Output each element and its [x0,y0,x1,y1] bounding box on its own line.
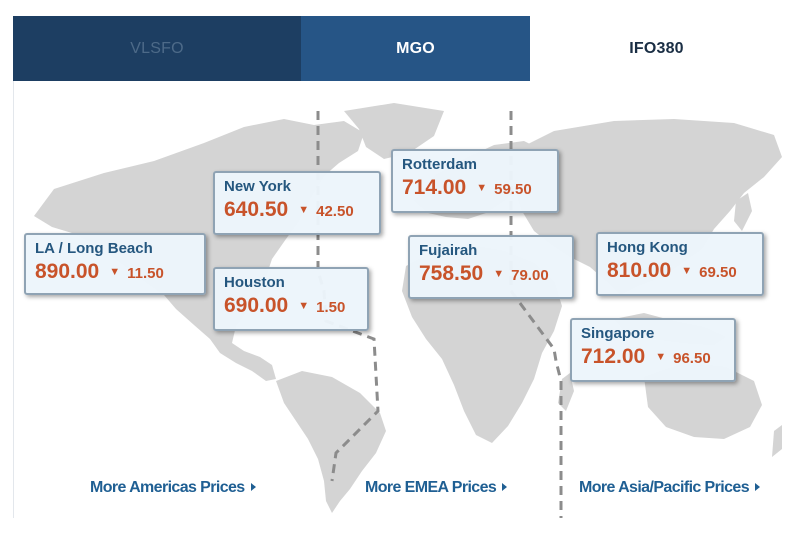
tab-mgo[interactable]: MGO [301,16,530,81]
port-name: Hong Kong [607,239,688,256]
price-card-la-long-beach[interactable]: LA / Long Beach 890.00 ▼ 11.50 [24,233,206,295]
price-card-rotterdam[interactable]: Rotterdam 714.00 ▼ 59.50 [391,149,559,213]
port-name: Fujairah [419,242,478,259]
port-name: LA / Long Beach [35,240,153,257]
more-americas-prices-link[interactable]: More Americas Prices [90,479,256,497]
price-change: 42.50 [316,203,354,220]
down-triangle-icon: ▼ [655,351,667,363]
price-change: 59.50 [494,181,532,198]
down-triangle-icon: ▼ [298,204,310,216]
price-change: 96.50 [673,350,711,367]
more-asia-pacific-prices-link[interactable]: More Asia/Pacific Prices [579,479,760,497]
port-price: 890.00 [35,260,100,283]
port-price: 640.50 [224,198,289,221]
tab-vlsfo[interactable]: VLSFO [13,16,301,81]
right-triangle-icon [502,483,508,491]
region-divider-lines [316,111,563,518]
port-name: Singapore [581,325,655,342]
link-label: More Asia/Pacific Prices [579,479,750,496]
link-label: More EMEA Prices [365,479,497,496]
link-label: More Americas Prices [90,479,245,496]
price-change: 1.50 [316,299,346,316]
port-price: 712.00 [581,345,646,368]
down-triangle-icon: ▼ [681,265,693,277]
down-triangle-icon: ▼ [109,266,121,278]
price-change: 11.50 [127,265,164,282]
more-emea-prices-link[interactable]: More EMEA Prices [365,479,508,497]
right-triangle-icon [755,483,760,491]
tab-ifo380[interactable]: IFO380 [530,16,783,81]
down-triangle-icon: ▼ [476,182,488,194]
price-card-hong-kong[interactable]: Hong Kong 810.00 ▼ 69.50 [596,232,764,296]
port-name: Houston [224,274,285,291]
price-map-panel: LA / Long Beach 890.00 ▼ 11.50 New York … [13,81,784,518]
port-price: 810.00 [607,259,672,282]
port-price: 758.50 [419,262,484,285]
price-change: 79.00 [511,267,549,284]
port-name: New York [224,178,291,195]
price-card-singapore[interactable]: Singapore 712.00 ▼ 96.50 [570,318,736,382]
price-card-new-york[interactable]: New York 640.50 ▼ 42.50 [213,171,381,235]
down-triangle-icon: ▼ [493,268,505,280]
right-triangle-icon [250,483,256,491]
port-price: 714.00 [402,176,467,199]
price-card-fujairah[interactable]: Fujairah 758.50 ▼ 79.00 [408,235,574,299]
price-change: 69.50 [699,264,737,281]
port-price: 690.00 [224,294,289,317]
port-name: Rotterdam [402,156,478,173]
down-triangle-icon: ▼ [298,300,310,312]
fuel-tabs: VLSFO MGO IFO380 [13,16,783,81]
price-card-houston[interactable]: Houston 690.00 ▼ 1.50 [213,267,369,331]
